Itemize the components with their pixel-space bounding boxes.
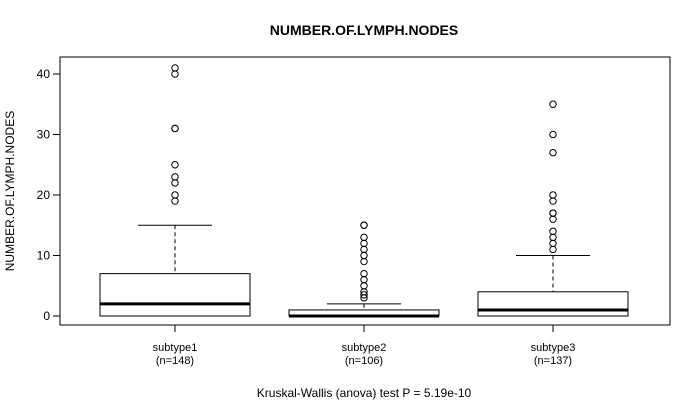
outlier-point [549, 191, 557, 199]
category-n: (n=106) [345, 355, 383, 367]
outlier-point [549, 209, 557, 217]
box-subtype2 [288, 221, 440, 318]
plot-frame [59, 56, 671, 326]
outlier-point [171, 179, 179, 187]
y-axis-label: NUMBER.OF.LYMPH.NODES [3, 111, 17, 271]
category-name: subtype2 [342, 342, 387, 354]
y-axis: 0 10 20 30 40 [37, 67, 61, 323]
y-tick-label: 0 [43, 309, 50, 323]
category-name: subtype1 [153, 342, 198, 354]
outlier-point [549, 239, 557, 248]
outlier-point [549, 130, 557, 139]
category-n: (n=137) [534, 355, 572, 367]
outlier-point [360, 291, 368, 299]
category-labels: subtype1(n=148) subtype2(n=106) subtype3(n… [153, 325, 576, 367]
outlier-point [171, 173, 179, 181]
outlier-point [360, 276, 368, 284]
outlier-point [360, 282, 368, 290]
outlier-point [360, 245, 368, 254]
outlier-point [171, 70, 179, 78]
box-iqr [99, 273, 251, 317]
outlier-point [360, 221, 368, 229]
category-name: subtype3 [531, 342, 576, 354]
outlier-point [171, 161, 179, 169]
outlier-point [549, 227, 557, 236]
outlier-point [549, 197, 557, 205]
outlier-point [171, 124, 179, 133]
outlier-point [171, 64, 179, 72]
outlier-point [360, 251, 368, 260]
y-tick-label: 10 [37, 249, 51, 263]
outlier-point [171, 191, 179, 199]
outlier-point [549, 100, 557, 108]
category-n: (n=148) [156, 355, 194, 367]
y-tick-label: 40 [37, 67, 51, 81]
y-tick-label: 30 [37, 128, 51, 142]
outlier-point [360, 233, 368, 242]
outlier-point [360, 269, 368, 278]
box-iqr [477, 291, 629, 317]
outlier-point [549, 215, 557, 223]
box-subtype3 [477, 100, 629, 317]
outlier-point [171, 197, 179, 205]
outlier-point [549, 148, 557, 157]
outlier-point [549, 233, 557, 242]
chart-title: NUMBER.OF.LYMPH.NODES [270, 22, 459, 38]
outlier-point [360, 239, 368, 248]
outlier-point [549, 245, 557, 254]
box-subtype1 [99, 64, 251, 317]
outlier-point [360, 257, 368, 266]
boxes-group [99, 64, 629, 318]
y-tick-label: 20 [37, 188, 51, 202]
test-result-footer: Kruskal-Wallis (anova) test P = 5.19e-10 [257, 386, 472, 400]
